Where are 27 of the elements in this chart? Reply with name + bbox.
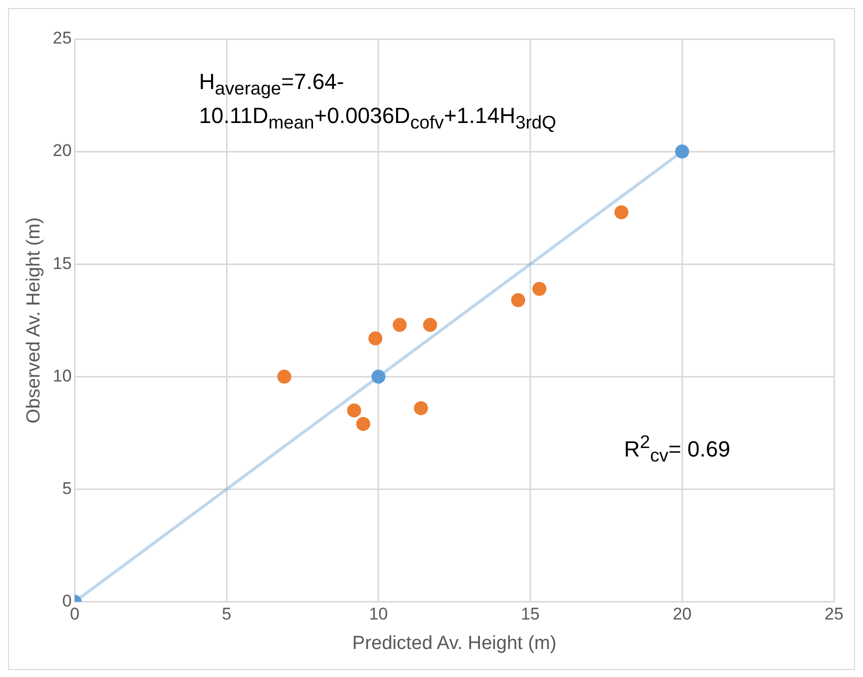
- point: [347, 403, 362, 418]
- y-tick-label: 20: [52, 141, 72, 160]
- point: [532, 282, 546, 296]
- x-axis-title: Predicted Av. Height (m): [352, 632, 556, 654]
- y-axis-title: Observed Av. Height (m): [24, 217, 45, 424]
- x-tick-label: 20: [672, 604, 692, 624]
- x-tick-label: 15: [520, 604, 540, 624]
- point: [423, 318, 438, 332]
- x-tick-label: 10: [368, 604, 388, 624]
- y-tick-label: 0: [62, 591, 72, 610]
- text: H$_{average}$=7.64- 10.11D$_{mean}$+0.0036D$_{cofv}$+1.14H$_{3rdQ}$: [199, 69, 556, 132]
- point: [277, 370, 292, 384]
- point: [511, 293, 526, 308]
- point: [356, 416, 370, 431]
- x-tick-label: 5: [222, 604, 232, 624]
- y-tick-label: 5: [62, 478, 72, 498]
- annotation: R$^{2}$$_{cv}$= 0.69: [624, 430, 730, 468]
- point: [371, 370, 386, 384]
- x-tick-label: 25: [824, 604, 844, 624]
- point: [368, 331, 382, 346]
- point: [614, 205, 628, 220]
- point: [392, 318, 407, 332]
- point: [675, 144, 690, 159]
- y-tick-label: 15: [52, 254, 72, 273]
- y-tick-label: 25: [52, 28, 72, 48]
- point: [414, 401, 428, 416]
- y-tick-label: 10: [52, 366, 72, 386]
